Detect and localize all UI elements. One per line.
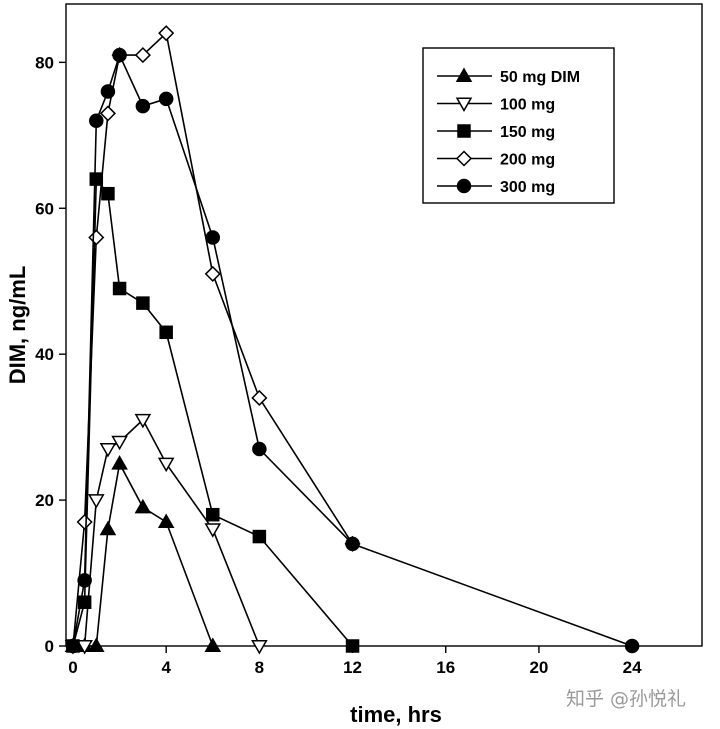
series-line xyxy=(73,418,261,647)
data-point xyxy=(134,413,152,429)
data-point xyxy=(158,25,175,42)
y-axis-ticks: 0 20 40 60 80 xyxy=(35,53,66,656)
data-point xyxy=(112,281,127,296)
data-point xyxy=(99,520,117,536)
data-point xyxy=(158,91,174,107)
data-point xyxy=(205,230,221,245)
data-point xyxy=(76,640,93,655)
y-tick-label: 20 xyxy=(35,491,54,510)
x-tick-label: 12 xyxy=(343,658,362,677)
series-1 xyxy=(64,413,268,655)
x-tick-label: 20 xyxy=(529,658,548,677)
series-3 xyxy=(64,25,361,655)
series-2 xyxy=(66,172,360,653)
data-point xyxy=(206,507,220,522)
legend: 50 mg DIM 100 mg 150 mg 200 mg 300 mg xyxy=(422,47,615,204)
data-point xyxy=(204,265,221,282)
series-layer xyxy=(64,25,640,655)
data-point xyxy=(89,113,104,128)
legend-entry: 150 mg xyxy=(437,124,555,141)
y-tick-label: 60 xyxy=(35,199,54,218)
y-axis-title: DIM, ng/mL xyxy=(5,266,30,385)
y-tick-label: 0 xyxy=(45,637,54,656)
data-point xyxy=(77,573,92,588)
x-tick-label: 4 xyxy=(161,658,171,677)
y-tick-label: 40 xyxy=(35,345,54,364)
x-tick-label: 8 xyxy=(255,658,264,677)
x-tick-label: 16 xyxy=(436,658,455,677)
legend-label: 300 mg xyxy=(500,179,555,196)
legend-label: 100 mg xyxy=(500,97,555,114)
watermark-text: 知乎 @孙悦礼 xyxy=(566,688,686,710)
data-point xyxy=(65,638,81,654)
legend-box xyxy=(422,47,615,204)
data-point xyxy=(99,443,117,458)
series-line xyxy=(72,31,354,647)
data-point xyxy=(111,455,128,470)
x-axis-ticks: 0 4 8 12 16 20 24 xyxy=(68,646,642,677)
data-point xyxy=(252,441,267,457)
data-point xyxy=(136,296,150,310)
legend-entry: 100 mg xyxy=(437,97,555,114)
legend-marker xyxy=(455,67,473,82)
x-axis-title: time, hrs xyxy=(350,702,442,727)
data-point xyxy=(111,435,128,451)
data-point xyxy=(76,513,93,531)
data-point xyxy=(89,172,104,186)
data-point xyxy=(112,47,127,63)
legend-entry: 200 mg xyxy=(437,150,555,169)
legend-entry: 300 mg xyxy=(437,178,555,196)
series-4 xyxy=(65,47,640,654)
data-point xyxy=(204,523,222,538)
legend-marker xyxy=(455,150,473,167)
data-point xyxy=(134,498,152,514)
series-line xyxy=(72,176,354,647)
legend-entry: 50 mg DIM xyxy=(437,67,580,86)
legend-label: 50 mg DIM xyxy=(500,69,580,86)
data-point xyxy=(157,457,175,473)
plot-frame xyxy=(65,3,703,647)
data-point xyxy=(87,494,105,509)
x-tick-label: 24 xyxy=(623,658,642,677)
data-point xyxy=(157,513,175,528)
legend-label: 150 mg xyxy=(500,124,555,141)
data-point xyxy=(87,637,105,652)
data-point xyxy=(88,229,105,246)
data-point xyxy=(252,529,267,544)
legend-marker xyxy=(456,178,472,194)
series-0 xyxy=(64,455,222,652)
data-point xyxy=(99,105,116,122)
data-point xyxy=(159,325,173,340)
data-point xyxy=(100,84,116,99)
data-point xyxy=(101,186,115,201)
legend-marker xyxy=(455,97,473,113)
data-point xyxy=(251,640,268,655)
data-point xyxy=(345,536,360,552)
legend-marker xyxy=(457,124,471,138)
data-point xyxy=(134,47,151,64)
series-line xyxy=(73,461,214,647)
y-tick-label: 80 xyxy=(35,53,54,72)
data-point xyxy=(135,98,151,114)
data-point xyxy=(345,639,360,653)
data-point xyxy=(251,389,268,407)
x-tick-label: 0 xyxy=(68,658,77,677)
legend-label: 200 mg xyxy=(500,152,555,169)
data-point xyxy=(624,638,640,654)
data-point xyxy=(204,637,222,652)
